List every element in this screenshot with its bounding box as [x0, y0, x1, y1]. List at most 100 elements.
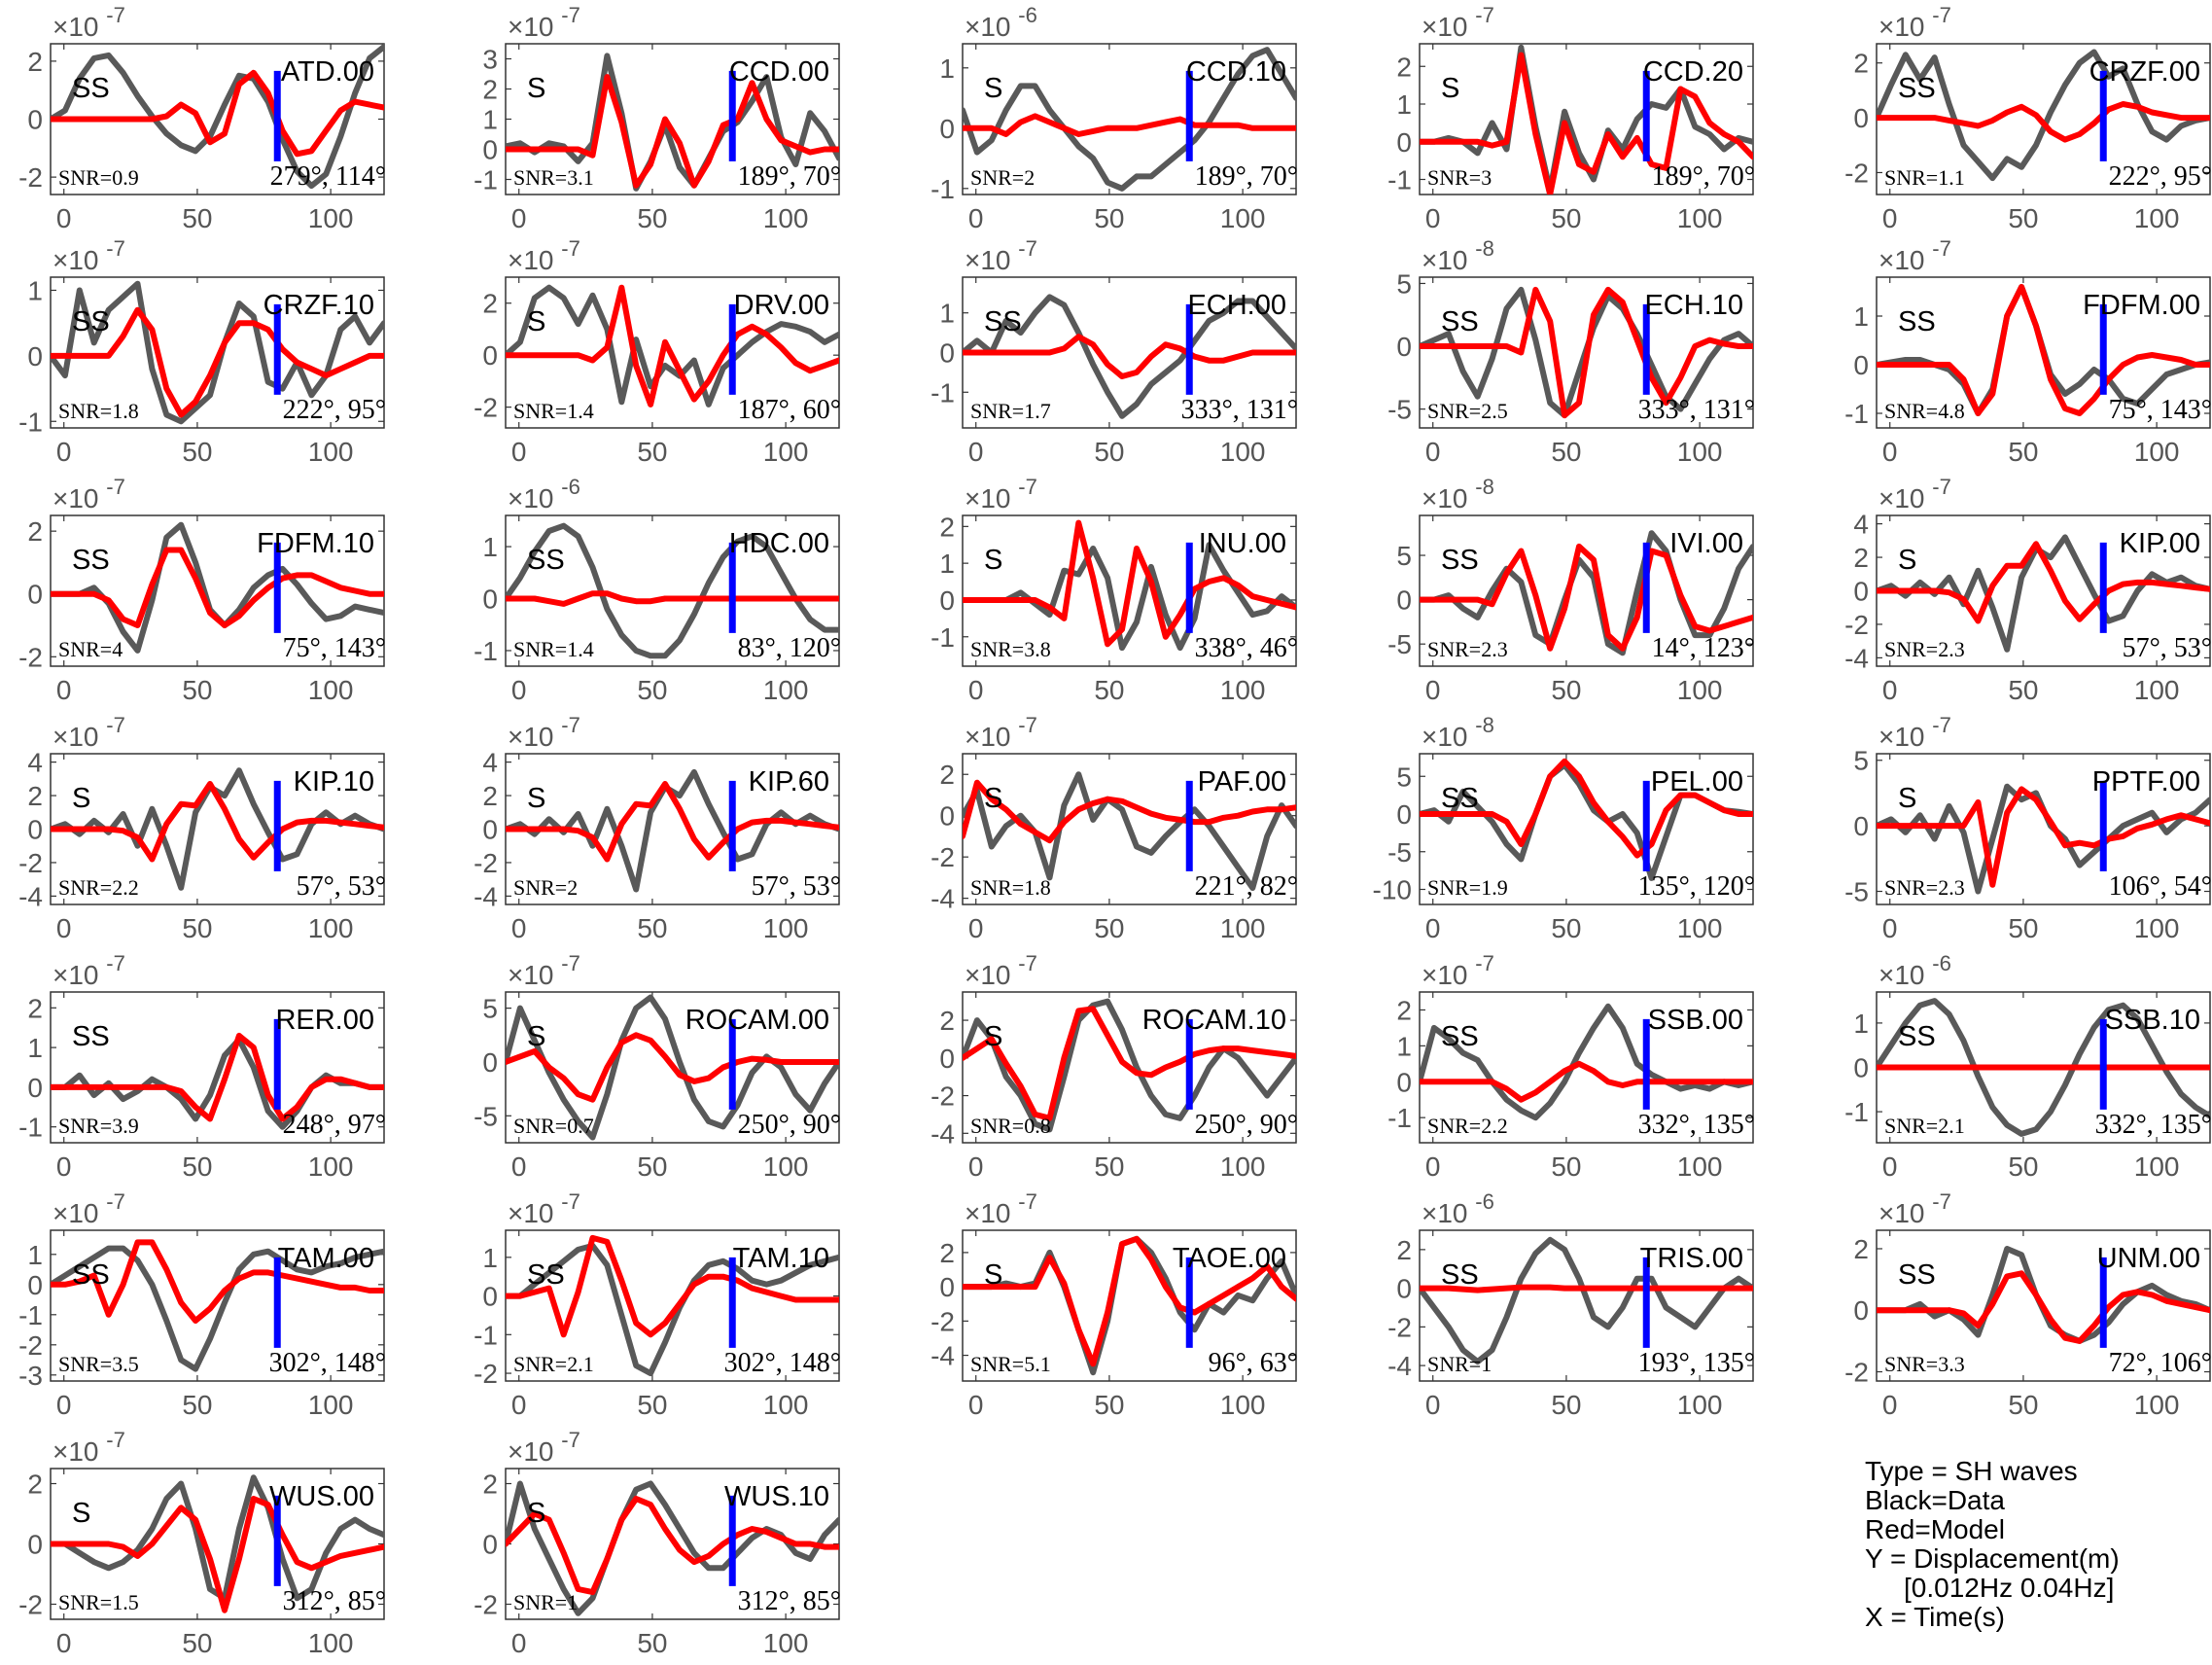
y-scale-exponent: ×10 -7	[508, 236, 580, 275]
x-tick-label: 50	[637, 675, 667, 705]
y-tick-label: 0	[1396, 1067, 1412, 1097]
station-label: WUS.00	[269, 1481, 374, 1512]
x-tick-label: 0	[968, 1151, 984, 1182]
x-tick-label: 0	[1425, 437, 1441, 467]
y-tick-label: 2	[482, 781, 498, 811]
x-tick-label: 0	[1425, 913, 1441, 943]
y-tick-label: 0	[27, 1270, 43, 1300]
phase-label: S	[527, 1498, 545, 1529]
phase-label: SS	[72, 545, 110, 576]
y-scale-exponent: ×10 -7	[508, 1189, 580, 1228]
y-tick-label: 2	[482, 289, 498, 319]
y-scale-exponent: ×10 -7	[508, 3, 580, 42]
y-tick-label: -2	[18, 1590, 43, 1620]
snr-label: SNR=1.7	[970, 399, 1051, 423]
legend-data: Black=Data	[1865, 1485, 2005, 1515]
x-tick-label: 50	[1551, 675, 1581, 705]
y-tick-label: -2	[1844, 610, 1869, 640]
y-tick-label: -1	[474, 636, 498, 666]
y-scale-exponent: ×10 -6	[965, 3, 1037, 42]
y-tick-label: 2	[1396, 52, 1412, 82]
azimuth-label: 338°, 46°	[1195, 633, 1298, 663]
azimuth-label: 250°, 90°	[1195, 1110, 1298, 1140]
azimuth-label: 189°, 70°	[738, 161, 841, 192]
y-tick-label: 0	[27, 105, 43, 135]
y-tick-label: -4	[474, 881, 498, 911]
y-tick-label: -5	[474, 1101, 498, 1131]
station-label: ROCAM.00	[685, 1005, 829, 1036]
phase-label: SS	[527, 545, 565, 576]
data-trace	[506, 994, 839, 1141]
x-tick-label: 100	[1220, 203, 1266, 233]
station-label: PEL.00	[1651, 766, 1743, 797]
y-tick-label: 4	[482, 748, 498, 778]
model-trace	[506, 1032, 839, 1103]
snr-label: SNR=1	[513, 1590, 578, 1614]
model-trace	[51, 781, 384, 863]
snr-label: SNR=3.5	[58, 1352, 139, 1376]
model-trace	[1420, 543, 1753, 652]
waveform-panel-tam-10: 0 50 100 -2 -1 0 1 ×10 -7 TAM.10 SS SNR=2.1 302°, 1…	[474, 1189, 841, 1420]
station-label: FDFM.10	[257, 528, 374, 559]
y-tick-label: 2	[482, 75, 498, 105]
y-tick-label: 2	[482, 1470, 498, 1500]
azimuth-label: 221°, 82°	[1195, 871, 1298, 902]
y-tick-label: 0	[482, 135, 498, 165]
x-tick-label: 0	[511, 1390, 527, 1420]
x-tick-label: 0	[1425, 675, 1441, 705]
y-scale-exponent: ×10 -7	[965, 1189, 1037, 1228]
y-tick-label: 2	[27, 781, 43, 811]
station-label: IVI.00	[1669, 528, 1743, 559]
y-tick-label: -4	[930, 1341, 955, 1371]
axes-box	[962, 1229, 1297, 1382]
station-label: ROCAM.10	[1142, 1005, 1286, 1036]
y-tick-label: 0	[1396, 332, 1412, 362]
y-tick-label: -2	[474, 848, 498, 878]
y-tick-label: -1	[474, 1320, 498, 1350]
station-label: CRZF.00	[2089, 56, 2200, 88]
x-tick-label: 50	[637, 1390, 667, 1420]
x-tick-label: 0	[1425, 203, 1441, 233]
y-tick-label: 0	[482, 1530, 498, 1560]
y-scale-exponent: ×10 -7	[53, 951, 125, 990]
snr-label: SNR=2.3	[1884, 875, 1965, 900]
x-tick-label: 100	[1220, 1151, 1266, 1182]
y-tick-label: -5	[1387, 395, 1412, 425]
x-tick-label: 50	[182, 437, 212, 467]
y-tick-label: 0	[1853, 1053, 1869, 1083]
phase-label: S	[527, 783, 545, 814]
x-tick-label: 0	[1882, 1390, 1898, 1420]
station-label: WUS.10	[724, 1481, 829, 1512]
azimuth-label: 75°, 143°	[283, 633, 386, 663]
model-trace	[506, 284, 839, 407]
x-tick-label: 100	[1220, 913, 1266, 943]
phase-label: S	[1898, 545, 1916, 576]
station-label: ECH.10	[1644, 290, 1743, 321]
x-tick-label: 100	[308, 1151, 354, 1182]
y-tick-label: -5	[1844, 877, 1869, 907]
y-tick-label: -2	[18, 848, 43, 878]
y-tick-label: 0	[939, 585, 955, 616]
y-tick-label: 0	[1853, 811, 1869, 841]
y-scale-exponent: ×10 -7	[53, 1189, 125, 1228]
y-tick-label: -2	[1387, 1312, 1412, 1342]
phase-label: SS	[1441, 1259, 1479, 1291]
azimuth-label: 222°, 95°	[283, 395, 386, 425]
model-trace	[506, 1496, 839, 1596]
x-tick-label: 100	[1220, 1390, 1266, 1420]
data-trace	[506, 1242, 839, 1377]
y-tick-label: -2	[930, 1081, 955, 1112]
x-tick-label: 50	[2008, 913, 2038, 943]
model-trace	[51, 306, 384, 418]
x-tick-label: 0	[56, 1151, 72, 1182]
x-tick-label: 0	[511, 203, 527, 233]
y-tick-label: 0	[1396, 127, 1412, 158]
station-label: INU.00	[1199, 528, 1286, 559]
station-label: ECH.00	[1187, 290, 1286, 321]
phase-label: SS	[1898, 306, 1936, 337]
y-tick-label: 1	[1396, 1031, 1412, 1061]
y-scale-exponent: ×10 -7	[1422, 3, 1494, 42]
waveform-panel-crzf-00: 0 50 100 -2 0 2 ×10 -7 CRZF.00 SS SNR=1.1 222°, 95…	[1844, 3, 2212, 233]
waveform-panel-ccd-10: 0 50 100 -1 0 1 ×10 -6 CCD.10 S SNR=2 189°, 70°	[930, 3, 1298, 233]
